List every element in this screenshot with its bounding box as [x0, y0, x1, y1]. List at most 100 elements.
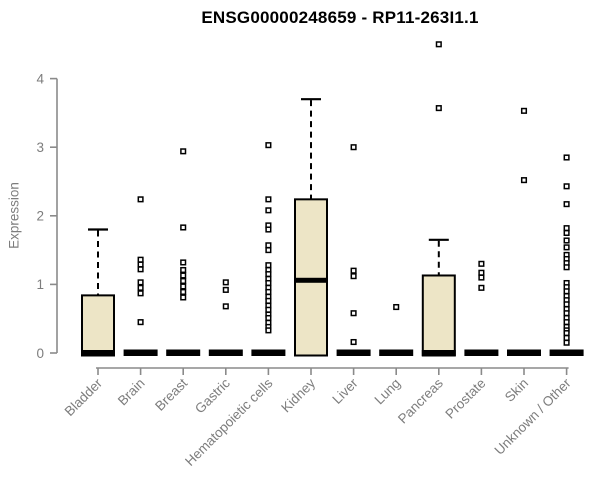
box-rect: [81, 294, 115, 357]
box-rect: [294, 198, 328, 357]
outlier-point: [563, 330, 570, 337]
outlier-point: [265, 226, 272, 233]
outlier-point: [180, 259, 187, 266]
y-axis-tick-label: 3: [36, 140, 44, 155]
box-group-unknown-other: Unknown / Other: [491, 154, 584, 458]
outlier-point: [180, 272, 187, 279]
outlier-point: [265, 207, 272, 214]
outlier-point: [137, 261, 144, 268]
outlier-point: [563, 225, 570, 232]
outlier-point: [265, 297, 272, 304]
outlier-point: [265, 314, 272, 322]
outlier-point: [350, 310, 357, 317]
outlier-point: [563, 229, 570, 236]
collapsed-box-bar: [549, 349, 584, 356]
outlier-point: [563, 301, 570, 308]
outlier-point: [265, 306, 272, 313]
median-line: [294, 277, 328, 283]
outlier-point: [563, 319, 570, 326]
outlier-point: [137, 196, 144, 203]
outlier-point: [137, 284, 144, 291]
outlier-point: [180, 148, 187, 155]
category-label: Brain: [115, 376, 148, 409]
outlier-point: [478, 284, 485, 291]
outlier-point: [265, 279, 272, 287]
box-group-skin: Skin: [502, 107, 541, 405]
outlier-point: [563, 310, 570, 317]
outlier-point: [563, 288, 570, 295]
category-label: Lung: [371, 376, 403, 408]
outlier-point: [265, 288, 272, 295]
category-label: Prostate: [442, 376, 488, 422]
outlier-point: [478, 260, 485, 267]
median-line: [81, 350, 115, 356]
outlier-point: [350, 144, 357, 151]
collapsed-box-bar: [251, 349, 286, 356]
collapsed-box-bar: [208, 349, 243, 356]
outlier-point: [180, 266, 187, 274]
category-label: Bladder: [62, 375, 106, 419]
category-label: Kidney: [278, 375, 318, 415]
outlier-point: [350, 338, 357, 346]
collapsed-box-bar: [123, 349, 158, 356]
outlier-point: [180, 288, 187, 295]
outlier-point: [265, 247, 272, 254]
collapsed-box-bar: [464, 349, 499, 356]
collapsed-box-bar: [336, 349, 371, 356]
outlier-point: [137, 266, 144, 273]
y-axis-tick-label: 4: [36, 71, 44, 86]
box-rect: [421, 274, 456, 357]
outlier-point: [520, 177, 528, 184]
outlier-point: [180, 283, 187, 290]
outlier-point: [265, 271, 272, 278]
y-axis-tick-label: 1: [36, 277, 44, 292]
outlier-point: [478, 274, 485, 281]
category-label: Liver: [329, 375, 361, 407]
outlier-point: [435, 105, 442, 112]
collapsed-box-bar: [507, 349, 541, 356]
category-label: Skin: [502, 376, 531, 405]
outlier-point: [137, 319, 144, 326]
outlier-point: [265, 196, 272, 203]
outlier-point: [180, 294, 187, 301]
collapsed-box-bar: [379, 349, 414, 356]
box-group-bladder: Bladder: [62, 228, 115, 419]
chart-title: ENSG00000248659 - RP11-263I1.1: [201, 8, 479, 27]
outlier-point: [435, 41, 442, 48]
outlier-point: [563, 154, 570, 161]
outlier-point: [563, 237, 570, 244]
outlier-point: [563, 339, 570, 346]
box-group-brain: Brain: [115, 196, 158, 409]
outlier-point: [137, 256, 144, 263]
outlier-point: [222, 286, 229, 293]
outlier-point: [265, 242, 272, 249]
outlier-point: [180, 224, 187, 231]
category-label: Breast: [152, 375, 190, 413]
outlier-point: [563, 334, 570, 341]
outlier-point: [222, 279, 229, 286]
box-group-lung: Lung: [371, 303, 414, 408]
box-group-hematopoietic-cells: Hematopoietic cells: [182, 142, 286, 469]
outlier-point: [563, 244, 570, 251]
box-group-gastric: Gastric: [192, 279, 243, 416]
collapsed-box-bar: [166, 349, 201, 356]
outlier-point: [478, 269, 485, 276]
outlier-point: [137, 290, 144, 297]
outlier-point: [265, 142, 272, 149]
outlier-point: [265, 262, 272, 269]
outlier-point: [563, 201, 570, 208]
outlier-point: [520, 107, 528, 114]
outlier-point: [563, 183, 570, 190]
category-label: Unknown / Other: [491, 375, 574, 458]
category-label: Pancreas: [395, 375, 446, 426]
category-label: Gastric: [192, 375, 233, 416]
outlier-point: [137, 279, 144, 286]
outlier-point: [350, 267, 357, 274]
y-axis-tick-label: 2: [36, 209, 44, 224]
outlier-point: [350, 273, 357, 280]
box-group-breast: Breast: [152, 148, 201, 414]
outlier-point: [222, 303, 229, 310]
median-line: [421, 350, 456, 356]
